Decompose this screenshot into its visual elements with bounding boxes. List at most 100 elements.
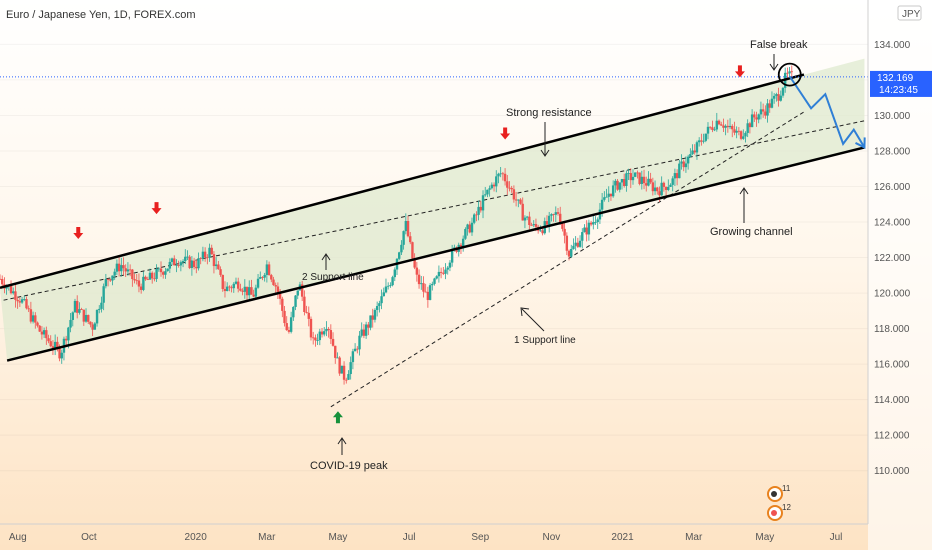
candle [325, 321, 328, 337]
candle [104, 273, 108, 289]
candle [128, 264, 132, 277]
candle [492, 182, 496, 192]
candle [9, 280, 13, 295]
candle [746, 119, 749, 138]
candle [574, 236, 577, 251]
channel-upper-line[interactable] [0, 73, 805, 289]
candle [622, 173, 626, 188]
candle [684, 156, 688, 173]
candle [254, 284, 258, 299]
channel-lower-line[interactable] [6, 146, 865, 362]
candle [713, 126, 716, 132]
candles [0, 65, 794, 385]
candle [439, 267, 443, 279]
candle [656, 186, 659, 195]
forecast-path[interactable] [788, 75, 866, 148]
candle [100, 296, 103, 313]
price-tick-label: 130.000 [874, 111, 911, 122]
candle [667, 179, 670, 192]
candle [300, 280, 304, 302]
candle [228, 285, 231, 292]
candle [102, 283, 105, 311]
candle [250, 279, 253, 295]
candle [395, 258, 399, 276]
candle [190, 256, 194, 276]
candle [479, 201, 483, 213]
candle [481, 190, 485, 219]
candle [289, 311, 293, 334]
candle [788, 67, 791, 78]
resistance-touch-arrows [73, 65, 745, 240]
candle [578, 235, 582, 248]
candle [472, 213, 476, 225]
candle [506, 175, 509, 196]
candle [662, 181, 666, 192]
candle [675, 169, 679, 186]
time-tick-label: Jul [830, 532, 843, 543]
candle [270, 273, 273, 283]
candle [38, 324, 41, 333]
indicator-widgets[interactable]: 11 12 [767, 484, 791, 521]
candle [724, 124, 727, 136]
time-axis[interactable]: Aug Oct 2020 Mar May Jul Sep Nov 2021 Mar May Jul [0, 523, 868, 543]
support-line-2-label: 2 Support line [302, 272, 364, 283]
candle [314, 334, 317, 347]
candle [424, 283, 427, 293]
candle [318, 328, 322, 346]
candle [320, 327, 324, 338]
candle [188, 254, 191, 270]
candle [470, 217, 474, 236]
currency-badge-label: JPY [902, 9, 921, 20]
candle [700, 133, 703, 146]
candle [272, 276, 275, 286]
candle [283, 305, 286, 327]
candle [243, 279, 247, 299]
false-break-circle[interactable] [777, 62, 802, 87]
candle [585, 220, 588, 242]
candle [759, 101, 763, 120]
candle [225, 282, 229, 292]
candle [214, 257, 218, 270]
candle [281, 296, 284, 318]
candle [603, 191, 606, 202]
currency-badge[interactable] [897, 5, 922, 21]
candle [27, 305, 30, 313]
candle [148, 268, 152, 280]
time-tick-label: 2021 [611, 532, 634, 543]
candle [693, 144, 696, 155]
support-line-1[interactable] [330, 111, 805, 408]
candle [653, 180, 657, 195]
candle [609, 193, 613, 201]
candle [420, 275, 423, 290]
candle [744, 131, 747, 143]
candle [117, 256, 121, 277]
candle [682, 159, 685, 172]
candle [757, 113, 760, 124]
candle [131, 268, 134, 287]
candle [40, 326, 44, 340]
candle [212, 251, 216, 274]
candle [611, 180, 615, 198]
candle [521, 197, 524, 221]
candle [84, 308, 88, 323]
candle [199, 257, 202, 265]
candle [75, 295, 79, 319]
candle [391, 275, 394, 287]
candle [259, 271, 262, 279]
candle [770, 91, 774, 109]
candle [636, 170, 639, 179]
candle [583, 224, 586, 233]
candle [45, 326, 48, 345]
candle [78, 302, 81, 315]
price-tick-label: 120.000 [874, 289, 911, 300]
candle [378, 300, 381, 313]
candle [581, 228, 584, 249]
candle [206, 254, 209, 265]
candle [159, 261, 163, 277]
candle [437, 265, 441, 283]
candle [398, 251, 401, 261]
candle [181, 259, 185, 268]
candle [413, 253, 416, 270]
